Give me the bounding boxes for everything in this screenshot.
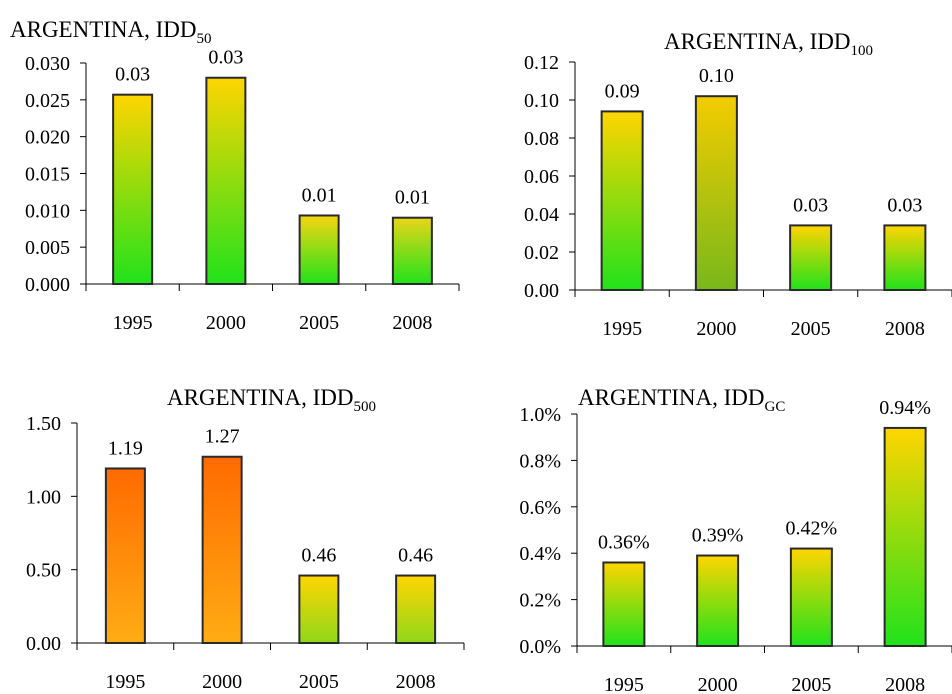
bar-2008: [391, 216, 433, 285]
y-tick-label: 0.12: [524, 52, 559, 74]
bar-1995: [600, 110, 644, 292]
y-tick-label: 0.08: [524, 128, 559, 150]
data-label: 0.36%: [598, 531, 650, 553]
x-tick-label: 2005: [791, 318, 831, 340]
x-tick-label: 2008: [396, 671, 436, 693]
bar-1995: [112, 93, 154, 285]
y-tick-label: 0.005: [25, 237, 70, 259]
data-label: 0.03: [887, 194, 922, 216]
data-label: 0.01: [395, 187, 430, 209]
data-label: 0.94%: [879, 397, 931, 419]
bar-2005: [298, 574, 340, 644]
y-tick-label: 0.4%: [519, 543, 561, 565]
x-tick-label: 2000: [698, 674, 738, 694]
x-tick-label: 2008: [392, 312, 432, 334]
chart-title: ARGENTINA, IDD50: [10, 17, 212, 47]
x-tick-label: 1995: [604, 674, 644, 694]
y-tick-label: 0.2%: [519, 590, 561, 612]
x-tick-label: 2008: [885, 674, 925, 694]
y-tick-label: 0.04: [524, 204, 559, 226]
chart-title-main: ARGENTINA, IDD: [10, 17, 197, 42]
chart-title-subscript: GC: [765, 399, 786, 415]
bar-1995: [602, 561, 646, 647]
y-tick-label: 0.025: [25, 90, 70, 112]
bar-2005: [298, 214, 340, 286]
y-tick-label: 0.10: [524, 90, 559, 112]
bar-2000: [205, 76, 247, 285]
y-tick-label: 0.0%: [519, 636, 561, 658]
bar-2000: [201, 455, 243, 644]
data-label: 0.46: [398, 545, 433, 567]
y-tick-label: 0.015: [25, 164, 70, 186]
chart-title-subscript: 500: [354, 399, 377, 415]
y-tick-label: 0.030: [25, 53, 70, 75]
y-tick-label: 1.00: [26, 486, 61, 508]
chart-title-main: ARGENTINA, IDD: [167, 385, 354, 410]
data-label: 0.03: [208, 47, 243, 69]
chart-panel-3: ARGENTINA, IDD500 0.00 0.50 1.00 1.50 1.19 199…: [26, 385, 465, 693]
y-tick-label: 0.00: [524, 280, 559, 302]
data-label: 0.03: [115, 64, 150, 86]
bar-2005: [789, 224, 833, 291]
data-label: 0.46: [301, 545, 336, 567]
y-tick-label: 0.6%: [519, 497, 561, 519]
data-label: 0.10: [699, 65, 734, 87]
bar-2008: [395, 574, 437, 644]
y-tick-label: 0.000: [25, 274, 70, 296]
chart-title-subscript: 100: [851, 43, 874, 59]
bar-1995: [104, 467, 146, 645]
chart-panel-4: ARGENTINA, IDDGC 0.0% 0.2% 0.4% 0.6% 0.8% 1.0%…: [519, 385, 952, 694]
data-label: 0.39%: [692, 525, 744, 547]
y-tick-label: 0.8%: [519, 450, 561, 472]
chart-panel-1: ARGENTINA, IDD50 0.000 0.005 0.010 0.015 0.02…: [10, 17, 460, 334]
chart-title: ARGENTINA, IDD100: [664, 29, 873, 59]
y-tick-label: 0.50: [26, 560, 61, 582]
data-label: 1.19: [108, 437, 143, 459]
x-tick-label: 2005: [299, 671, 339, 693]
x-tick-label: 2005: [791, 674, 831, 694]
data-label: 0.01: [302, 184, 337, 206]
bar-2008: [883, 426, 927, 648]
data-label: 0.09: [605, 80, 640, 102]
chart-title-main: ARGENTINA, IDD: [578, 385, 765, 410]
chart-title-main: ARGENTINA, IDD: [664, 29, 851, 54]
chart-title: ARGENTINA, IDDGC: [578, 385, 785, 415]
bar-2005: [789, 547, 833, 647]
x-tick-label: 2000: [206, 312, 246, 334]
x-tick-label: 2008: [885, 318, 925, 340]
x-tick-label: 1995: [602, 318, 642, 340]
bar-2000: [694, 95, 738, 291]
y-tick-label: 0.02: [524, 242, 559, 264]
x-tick-label: 2005: [299, 312, 339, 334]
x-tick-label: 1995: [105, 671, 145, 693]
data-label: 1.27: [205, 426, 240, 448]
y-tick-label: 0.010: [25, 200, 70, 222]
y-tick-label: 1.50: [26, 413, 61, 435]
bar-2008: [883, 224, 927, 291]
chart-panel-2: ARGENTINA, IDD100 0.00 0.02 0.04 0.06 0.08 0.1…: [524, 29, 952, 340]
y-tick-label: 0.00: [26, 633, 61, 655]
x-tick-label: 1995: [113, 312, 153, 334]
y-tick-label: 0.06: [524, 166, 559, 188]
chart-title-subscript: 50: [197, 31, 212, 47]
x-tick-label: 2000: [696, 318, 736, 340]
y-tick-label: 0.020: [25, 127, 70, 149]
chart-title: ARGENTINA, IDD500: [167, 385, 376, 415]
x-tick-label: 2000: [202, 671, 242, 693]
data-label: 0.03: [793, 194, 828, 216]
data-label: 0.42%: [786, 518, 838, 540]
bar-2000: [696, 554, 740, 648]
y-tick-label: 1.0%: [519, 404, 561, 426]
